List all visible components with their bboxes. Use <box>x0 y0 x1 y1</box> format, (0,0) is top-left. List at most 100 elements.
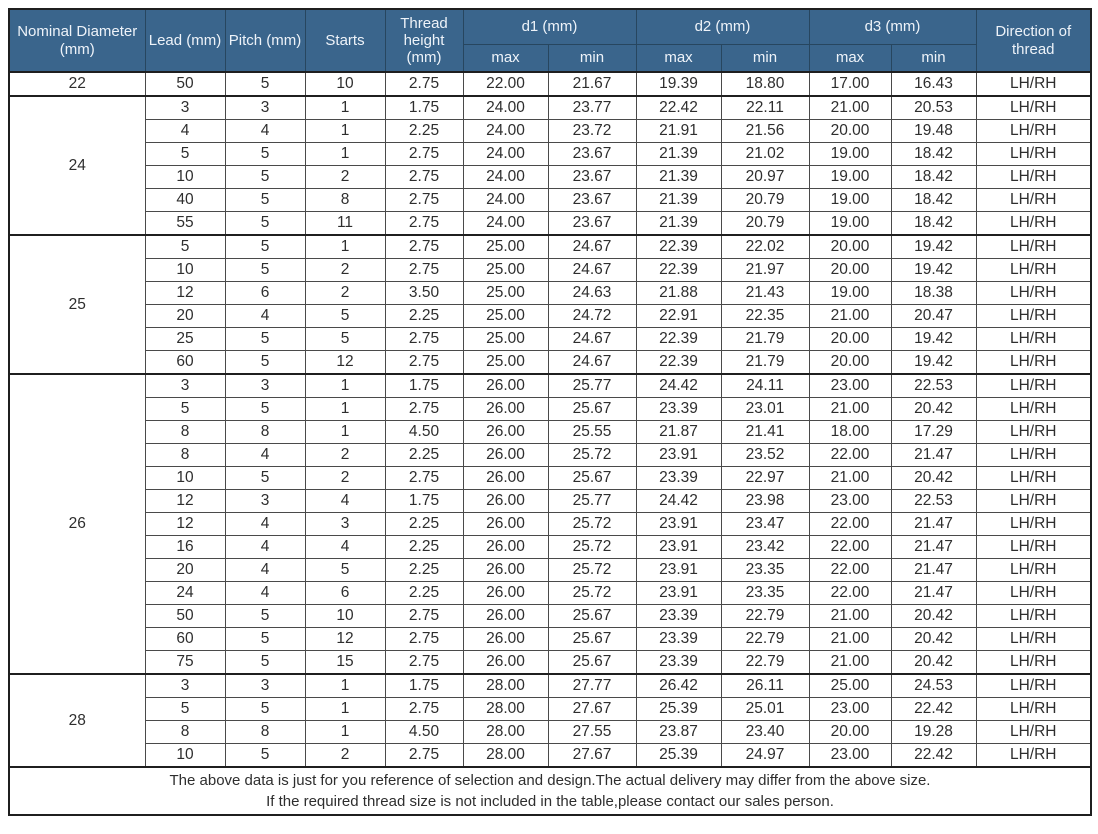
cell-d1-max: 26.00 <box>462 443 549 467</box>
header-row-1: Nominal Diameter (mm) Lead (mm) Pitch (m… <box>8 8 1092 73</box>
cell-direction: LH/RH <box>975 281 1092 305</box>
cell-d1-min: 23.67 <box>547 142 637 166</box>
cell-d1-max: 26.00 <box>462 466 549 490</box>
cell-lead: 20 <box>144 558 226 582</box>
cell-pitch: 4 <box>224 443 306 467</box>
cell-nominal-diameter: 25 <box>8 234 146 375</box>
cell-d1-max: 24.00 <box>462 95 549 120</box>
cell-thread-height: 2.75 <box>384 71 464 97</box>
cell-pitch: 5 <box>224 258 306 282</box>
table-row: 24 4 6 2.25 26.00 25.72 23.91 23.35 22.00 21.47 LH… <box>9 581 1092 605</box>
cell-d1-min: 25.72 <box>547 443 637 467</box>
cell-d3-max: 22.00 <box>808 581 892 605</box>
cell-d2-min: 21.41 <box>720 420 810 444</box>
cell-d2-max: 23.39 <box>635 604 722 628</box>
cell-lead: 8 <box>144 420 226 444</box>
cell-d1-min: 25.77 <box>547 373 637 398</box>
cell-d1-max: 26.00 <box>462 489 549 513</box>
cell-d2-min: 23.35 <box>720 558 810 582</box>
cell-d3-max: 21.00 <box>808 466 892 490</box>
cell-direction: LH/RH <box>975 604 1092 628</box>
table-footer: The above data is just for you reference… <box>8 766 1092 816</box>
cell-d2-max: 23.91 <box>635 535 722 559</box>
cell-d3-max: 23.00 <box>808 743 892 768</box>
table-row: 40 5 8 2.75 24.00 23.67 21.39 20.79 19.00 18.42 LH… <box>9 188 1092 212</box>
cell-thread-height: 2.25 <box>384 535 464 559</box>
cell-thread-height: 1.75 <box>384 489 464 513</box>
cell-d1-max: 28.00 <box>462 673 549 698</box>
cell-starts: 2 <box>304 443 386 467</box>
cell-d2-max: 21.88 <box>635 281 722 305</box>
cell-d1-min: 21.67 <box>547 71 637 97</box>
cell-d1-max: 24.00 <box>462 211 549 236</box>
header-cell-direction: Direction of thread <box>975 8 1092 73</box>
cell-d2-min: 21.97 <box>720 258 810 282</box>
cell-d3-min: 18.42 <box>890 188 977 212</box>
table-row: 20 4 5 2.25 25.00 24.72 22.91 22.35 21.00 20.47 LH… <box>9 304 1092 328</box>
cell-direction: LH/RH <box>975 420 1092 444</box>
cell-d2-min: 21.02 <box>720 142 810 166</box>
cell-nominal-diameter: 26 <box>8 373 146 675</box>
cell-d3-max: 22.00 <box>808 443 892 467</box>
cell-pitch: 5 <box>224 604 306 628</box>
table-row: 16 4 4 2.25 26.00 25.72 23.91 23.42 22.00 21.47 LH… <box>9 535 1092 559</box>
footer-note-line1: The above data is just for you reference… <box>169 772 931 789</box>
cell-d2-min: 22.97 <box>720 466 810 490</box>
cell-d1-min: 25.67 <box>547 627 637 651</box>
cell-d1-max: 26.00 <box>462 581 549 605</box>
cell-d1-min: 23.67 <box>547 188 637 212</box>
cell-d3-min: 18.42 <box>890 211 977 236</box>
cell-direction: LH/RH <box>975 743 1092 768</box>
cell-thread-height: 2.25 <box>384 581 464 605</box>
cell-d3-min: 21.47 <box>890 535 977 559</box>
cell-lead: 8 <box>144 720 226 744</box>
cell-d3-max: 21.00 <box>808 397 892 421</box>
cell-d2-min: 24.97 <box>720 743 810 768</box>
cell-lead: 5 <box>144 234 226 259</box>
table-row: 26 3 3 1 1.75 26.00 25.77 24.42 24.11 23.00 22.53 L… <box>8 373 1092 675</box>
cell-thread-height: 2.75 <box>384 604 464 628</box>
cell-d1-min: 27.67 <box>547 697 637 721</box>
cell-lead: 8 <box>144 443 226 467</box>
cell-d3-max: 21.00 <box>808 604 892 628</box>
cell-d1-min: 24.67 <box>547 258 637 282</box>
cell-pitch: 4 <box>224 581 306 605</box>
cell-direction: LH/RH <box>975 234 1092 259</box>
cell-lead: 60 <box>144 350 226 375</box>
cell-thread-height: 1.75 <box>384 95 464 120</box>
cell-d2-min: 23.01 <box>720 397 810 421</box>
cell-d1-max: 26.00 <box>462 558 549 582</box>
cell-d3-max: 19.00 <box>808 142 892 166</box>
cell-d3-min: 18.38 <box>890 281 977 305</box>
cell-direction: LH/RH <box>975 258 1092 282</box>
cell-direction: LH/RH <box>975 71 1092 97</box>
cell-pitch: 5 <box>224 234 306 259</box>
cell-starts: 2 <box>304 165 386 189</box>
cell-d1-min: 23.77 <box>547 95 637 120</box>
cell-d2-max: 23.91 <box>635 581 722 605</box>
cell-pitch: 5 <box>224 650 306 675</box>
cell-starts: 2 <box>304 466 386 490</box>
cell-d2-min: 20.79 <box>720 188 810 212</box>
cell-d3-max: 19.00 <box>808 211 892 236</box>
cell-d3-max: 18.00 <box>808 420 892 444</box>
header-cell-d1-max: max <box>462 44 549 73</box>
cell-direction: LH/RH <box>975 512 1092 536</box>
cell-starts: 11 <box>304 211 386 236</box>
cell-d1-max: 26.00 <box>462 420 549 444</box>
cell-d2-max: 23.39 <box>635 397 722 421</box>
table-row: 12 3 4 1.75 26.00 25.77 24.42 23.98 23.00 22.53 LH… <box>9 489 1092 513</box>
cell-thread-height: 2.75 <box>384 327 464 351</box>
cell-lead: 10 <box>144 466 226 490</box>
cell-d3-min: 24.53 <box>890 673 977 698</box>
cell-pitch: 5 <box>224 697 306 721</box>
cell-lead: 40 <box>144 188 226 212</box>
cell-d3-min: 20.53 <box>890 95 977 120</box>
cell-lead: 5 <box>144 397 226 421</box>
table-row: 60 5 12 2.75 26.00 25.67 23.39 22.79 21.00 20.42 L… <box>9 627 1092 651</box>
cell-d2-min: 18.80 <box>720 71 810 97</box>
cell-direction: LH/RH <box>975 489 1092 513</box>
cell-pitch: 5 <box>224 71 306 97</box>
cell-d3-max: 22.00 <box>808 535 892 559</box>
cell-d1-max: 25.00 <box>462 304 549 328</box>
